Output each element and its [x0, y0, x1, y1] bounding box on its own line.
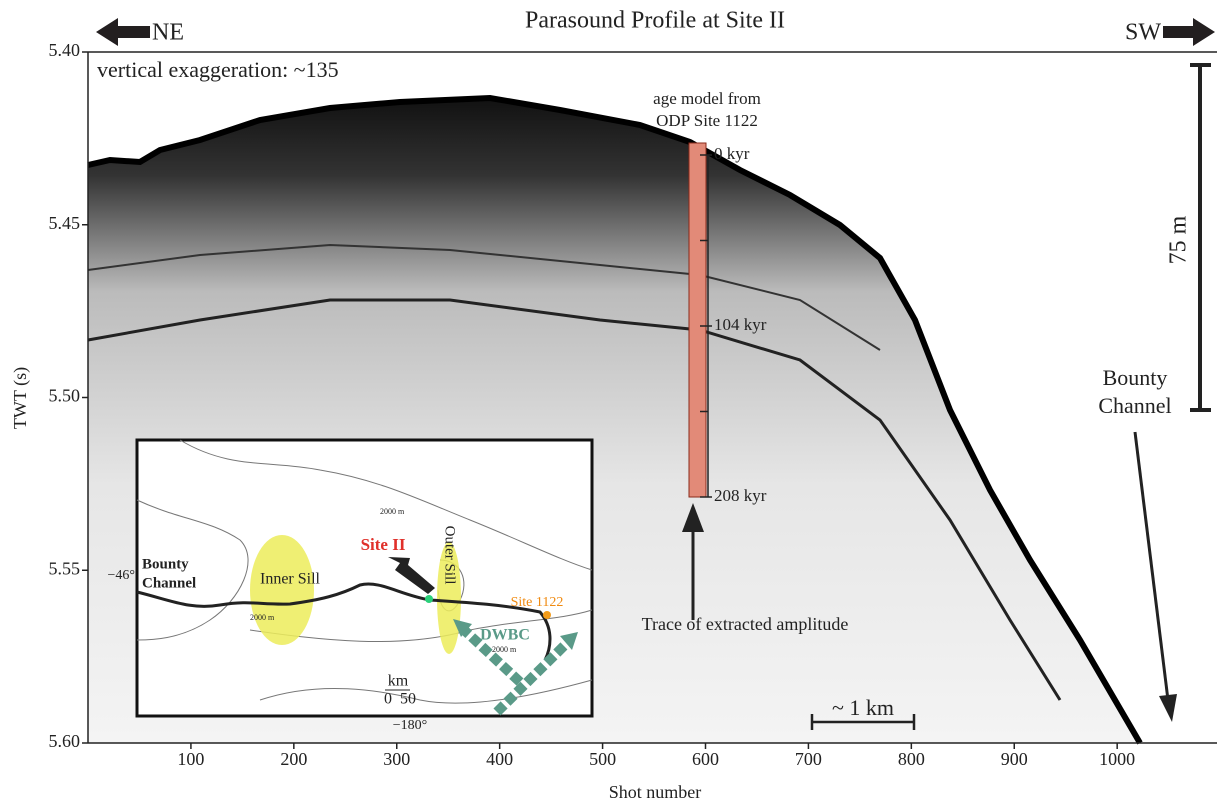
age-tick-label: 208 kyr — [714, 486, 767, 505]
reflector — [87, 243, 881, 351]
inset-label: Site II — [361, 535, 406, 554]
trace-arrow — [682, 503, 704, 620]
x-tick-label: 200 — [280, 749, 307, 769]
inset-label: Outer Sill — [442, 526, 458, 585]
arrow-right — [1163, 18, 1215, 46]
arrow-left — [96, 18, 150, 46]
x-tick-label: 500 — [589, 749, 616, 769]
y-tick-label: 5.55 — [49, 558, 81, 578]
x-tick-label: 900 — [1001, 749, 1028, 769]
chart-title: Parasound Profile at Site II — [525, 8, 785, 34]
y-tick-label: 5.45 — [49, 213, 81, 233]
x-axis-label: Shot number — [609, 782, 702, 802]
annotation: vertical exaggeration: ~135 — [97, 57, 339, 82]
age-tick-label: 104 kyr — [714, 315, 767, 334]
channel-arrow — [1133, 431, 1177, 722]
channel-label: Channel — [1098, 393, 1171, 418]
inset-label: Inner Sill — [260, 571, 321, 588]
contour-label: 2000 m — [250, 613, 275, 622]
inset-map — [135, 438, 594, 718]
y-tick-label: 5.40 — [49, 40, 81, 60]
inset-scale-unit: km — [388, 673, 409, 690]
axes: 100 200 300 400 500 600 700 800 900 10005.405.455… — [49, 40, 1217, 769]
inset-scale-tick: 0 — [384, 691, 392, 708]
x-tick-label: 300 — [383, 749, 410, 769]
vertical-scale-bar — [1190, 63, 1211, 412]
age-tick-label: 0 kyr — [714, 144, 750, 163]
contour-label: 2000 m — [492, 645, 517, 654]
y-tick-label: 5.60 — [49, 731, 81, 751]
x-tick-label: 700 — [795, 749, 822, 769]
age-model-title: ODP Site 1122 — [656, 111, 758, 130]
x-tick-label: 1000 — [1099, 749, 1135, 769]
y-tick-label: 5.50 — [49, 386, 81, 406]
channel-label: Bounty — [1103, 365, 1168, 390]
y-axis-label: TWT (s) — [10, 367, 31, 429]
seafloor-reflector — [87, 94, 1143, 745]
inset-label: Bounty — [142, 556, 189, 572]
age-model-title: age model from — [653, 89, 761, 108]
direction-label: SW — [1125, 20, 1161, 46]
inset-label: Channel — [142, 575, 196, 591]
x-tick-label: 400 — [486, 749, 513, 769]
extracted-trace — [688, 142, 707, 498]
horizontal-scale-label: ~ 1 km — [832, 695, 894, 720]
horizontal-scale-bar — [810, 714, 916, 730]
x-tick-label: 600 — [692, 749, 719, 769]
vertical-scale-label: 75 m — [1166, 215, 1192, 264]
age-axis: 0 kyr 104 kyr 208 kyr — [700, 144, 767, 505]
x-tick-label: 100 — [177, 749, 204, 769]
trace-label: Trace of extracted amplitude — [642, 614, 849, 634]
contour-label: 2000 m — [380, 507, 405, 516]
inset-label: DWBC — [480, 627, 530, 644]
inset-lat: −46° — [108, 568, 136, 583]
inset-scale-tick: 50 — [400, 691, 416, 708]
inset-label: Site 1122 — [511, 595, 564, 610]
inset-lon: −180° — [393, 718, 428, 733]
direction-label: NE — [152, 20, 184, 46]
x-tick-label: 800 — [898, 749, 925, 769]
